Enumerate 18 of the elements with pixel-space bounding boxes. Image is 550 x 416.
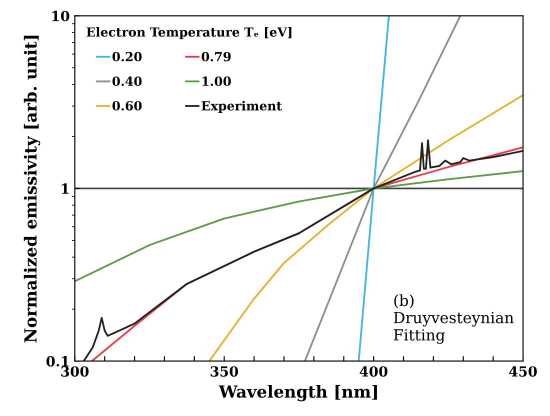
y-tick-label: 1 [62,183,69,194]
legend-label: 0.60 [112,101,142,111]
y-tick-label: 10 [52,10,70,22]
legend-label: 1.00 [202,76,231,86]
legend-title: Electron Temperature Tₑ [eV] [86,27,292,40]
x-tick-label: 450 [509,366,537,377]
legend-label: 0.40 [112,76,142,86]
x-axis-title: Wavelength [nm] [218,384,377,402]
x-tick-label: 350 [210,366,238,377]
y-tick-label: 0.1 [46,356,69,367]
legend-label: Experiment [202,100,282,113]
y-axis-title: Normalized emissivity [arb. unit] [24,36,40,342]
annotation: (b) Druyvesteynian Fitting [394,294,514,344]
x-tick-label: 300 [61,366,89,377]
x-tick-label: 400 [360,366,388,377]
legend-label: 0.20 [112,52,142,62]
line-series [74,170,524,282]
legend-label: 0.79 [202,52,231,62]
